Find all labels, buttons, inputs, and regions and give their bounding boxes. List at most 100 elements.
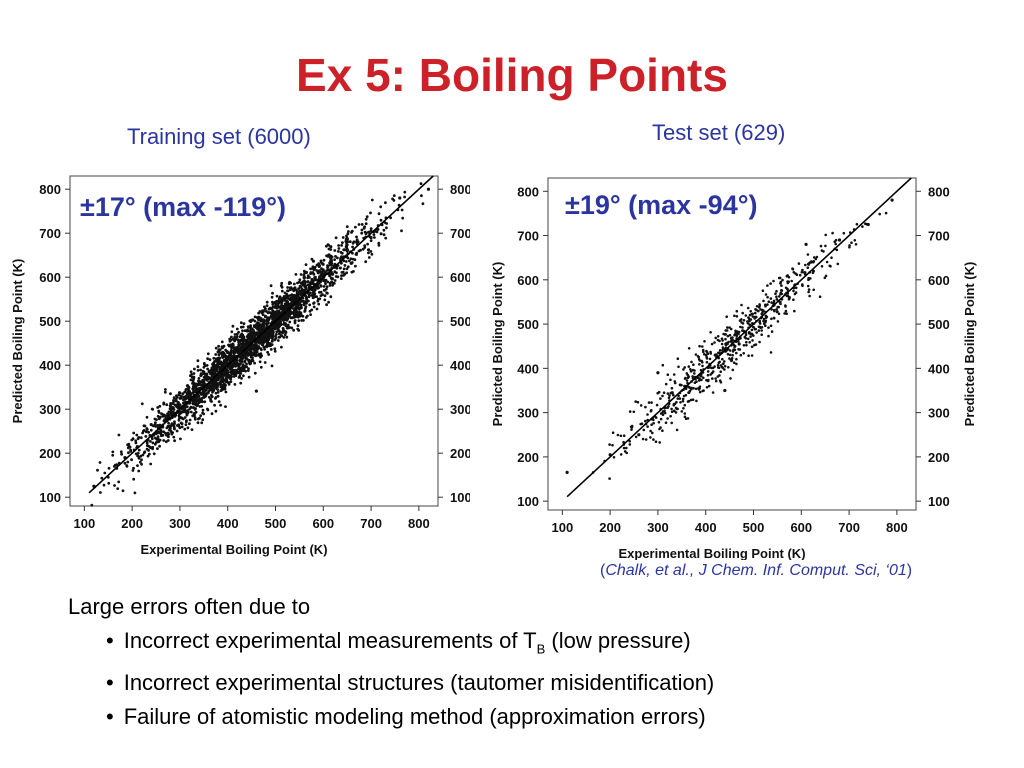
scatter-point <box>791 267 795 271</box>
scatter-point <box>766 284 769 287</box>
scatter-point <box>289 281 292 285</box>
scatter-point <box>800 270 804 274</box>
scatter-point <box>111 450 115 454</box>
scatter-point <box>326 243 330 246</box>
scatter-point <box>228 339 232 343</box>
scatter-point <box>253 371 257 375</box>
x-tick-label: 100 <box>551 520 573 535</box>
scatter-point <box>154 441 158 444</box>
scatter-point <box>351 251 354 255</box>
scatter-point <box>690 360 693 364</box>
scatter-point <box>282 304 285 308</box>
scatter-point <box>246 334 250 337</box>
scatter-point <box>321 262 325 266</box>
scatter-point <box>166 424 170 428</box>
scatter-point <box>705 351 709 354</box>
scatter-point <box>151 441 155 445</box>
scatter-point <box>694 353 698 356</box>
scatter-point <box>355 238 359 242</box>
scatter-point <box>164 388 167 391</box>
scatter-point <box>240 358 243 362</box>
scatter-point <box>140 462 144 466</box>
scatter-point <box>691 375 694 378</box>
scatter-point <box>770 330 774 333</box>
scatter-point <box>739 353 743 357</box>
scatter-point <box>263 361 267 364</box>
scatter-point <box>230 375 233 378</box>
scatter-point <box>185 405 189 409</box>
scatter-point <box>178 403 182 407</box>
scatter-point <box>268 342 272 346</box>
scatter-point <box>271 328 275 332</box>
scatter-point <box>221 356 225 359</box>
x-axis-label: Experimental Boiling Point (K) <box>618 546 805 560</box>
scatter-point <box>163 390 167 394</box>
scatter-point <box>237 365 240 368</box>
scatter-point <box>237 343 241 347</box>
scatter-point <box>222 359 226 362</box>
scatter-point <box>689 370 693 373</box>
scatter-point <box>217 348 221 352</box>
scatter-point <box>721 366 725 370</box>
scatter-point <box>749 335 752 338</box>
scatter-point <box>646 425 649 428</box>
scatter-point <box>189 370 193 374</box>
scatter-point <box>731 353 734 357</box>
scatter-point <box>245 362 248 366</box>
scatter-point <box>112 465 116 468</box>
scatter-point <box>313 265 317 269</box>
scatter-point <box>204 392 208 396</box>
scatter-point <box>181 407 185 411</box>
scatter-point <box>735 357 738 361</box>
scatter-point <box>328 284 332 287</box>
scatter-point <box>700 378 703 382</box>
y-tick-label-right: 300 <box>450 402 470 417</box>
scatter-point <box>273 315 278 319</box>
scatter-point <box>355 240 358 244</box>
scatter-point <box>146 454 150 458</box>
scatter-point <box>336 256 339 260</box>
scatter-point <box>261 333 265 337</box>
scatter-point <box>370 198 374 202</box>
scatter-point <box>202 390 206 394</box>
scatter-point <box>697 379 701 382</box>
scatter-point <box>207 395 211 399</box>
scatter-point <box>279 322 283 325</box>
scatter-point <box>329 254 333 258</box>
scatter-point <box>777 312 781 316</box>
scatter-point <box>812 256 816 259</box>
scatter-point <box>277 332 281 336</box>
y-tick-label-right: 600 <box>450 270 470 285</box>
scatter-point <box>269 348 273 351</box>
scatter-point <box>222 344 226 348</box>
x-tick-label: 700 <box>360 516 382 531</box>
scatter-point <box>270 364 274 368</box>
scatter-point <box>629 425 633 429</box>
scatter-point <box>292 328 295 332</box>
scatter-point <box>687 385 690 389</box>
scatter-point <box>280 345 283 349</box>
scatter-point <box>254 389 258 393</box>
scatter-point <box>158 444 162 448</box>
scatter-point <box>199 414 203 417</box>
scatter-point <box>664 421 668 425</box>
scatter-point <box>726 342 729 346</box>
scatter-point <box>746 306 750 310</box>
scatter-point <box>149 462 153 466</box>
scatter-point <box>735 309 739 313</box>
scatter-point <box>200 421 204 425</box>
scatter-point <box>231 324 235 328</box>
scatter-point <box>202 412 206 416</box>
scatter-point <box>565 470 569 474</box>
scatter-point <box>794 286 798 290</box>
scatter-point <box>369 211 372 215</box>
scatter-point <box>265 322 269 325</box>
scatter-point <box>672 402 676 406</box>
scatter-point <box>218 373 222 377</box>
scatter-point <box>155 418 158 421</box>
scatter-point <box>167 421 171 425</box>
scatter-point <box>659 397 662 400</box>
scatter-point <box>693 372 696 375</box>
scatter-point <box>708 366 711 369</box>
scatter-point <box>233 383 237 386</box>
